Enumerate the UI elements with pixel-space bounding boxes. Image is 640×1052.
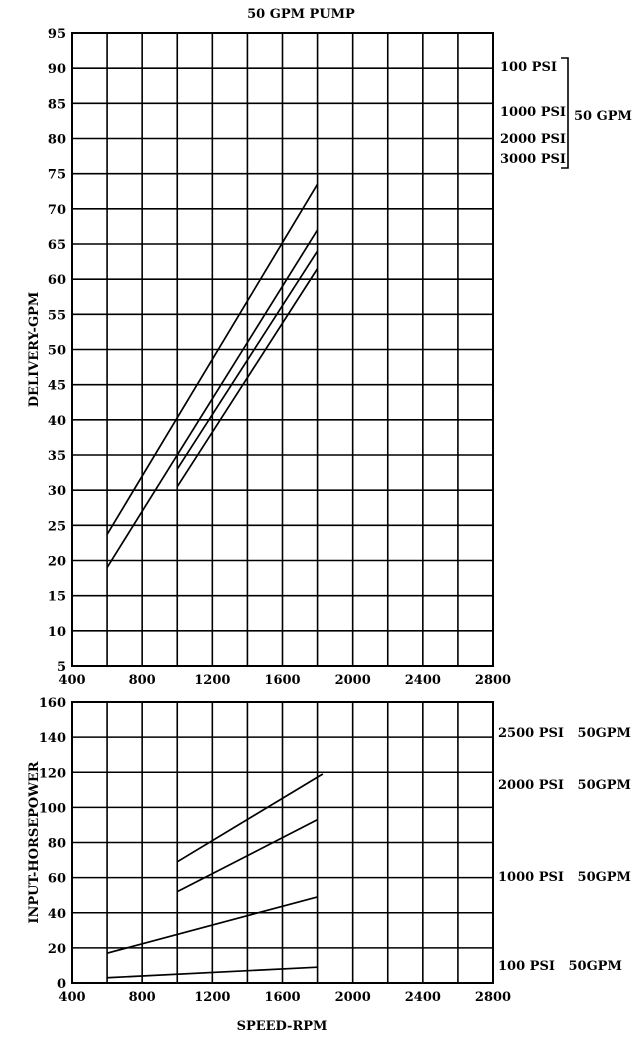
horsepower-x-tick-label: 2800: [475, 990, 511, 1005]
horsepower-y-tick-label: 60: [48, 872, 66, 887]
horsepower-y-tick-label: 0: [57, 977, 66, 992]
delivery-legend-group-label: 50 GPM: [574, 109, 632, 124]
delivery-legend-entry: 3000 PSI: [500, 152, 566, 167]
delivery-x-tick-label: 1600: [264, 673, 300, 688]
horsepower-x-tick-label: 1200: [194, 990, 230, 1005]
delivery-y-tick-label: 45: [48, 379, 66, 394]
delivery-y-tick-label: 65: [48, 238, 66, 253]
delivery-x-tick-label: 1200: [194, 673, 230, 688]
horsepower-series-line: [107, 966, 318, 979]
delivery-y-tick-label: 75: [48, 168, 66, 183]
horsepower-x-tick-label: 400: [58, 990, 85, 1005]
horsepower-x-tick-label: 800: [129, 990, 156, 1005]
delivery-series-line: [106, 183, 319, 535]
delivery-plot-frame: [71, 32, 494, 667]
horsepower-x-tick-label: 2400: [405, 990, 441, 1005]
horsepower-y-tick-label: 20: [48, 942, 66, 957]
delivery-chart: 5 10 15 20 25 30 35 40 45 50 55 60 65 70 75 80 85 90 95 400…: [27, 27, 632, 688]
delivery-x-tick-label: 400: [58, 673, 85, 688]
delivery-series-line: [176, 268, 319, 488]
horsepower-series-line: [176, 773, 324, 863]
horsepower-legend-entry: 2000 PSI 50GPM: [498, 778, 631, 793]
delivery-x-tick-label: 2400: [405, 673, 441, 688]
delivery-series-line: [106, 229, 319, 568]
delivery-y-tick-label: 90: [48, 62, 66, 77]
delivery-y-tick-label: 20: [48, 555, 66, 570]
horsepower-series-line: [176, 818, 318, 893]
delivery-y-axis-label: DELIVERY-GPM: [27, 292, 42, 407]
horsepower-y-tick-label: 160: [39, 696, 66, 711]
delivery-y-tick-label: 70: [48, 203, 66, 218]
horsepower-y-tick-label: 80: [48, 837, 66, 852]
delivery-x-tick-label: 2800: [475, 673, 511, 688]
horsepower-x-axis-label: SPEED-RPM: [237, 1019, 328, 1034]
horsepower-legend-entry: 100 PSI 50GPM: [498, 959, 622, 974]
delivery-y-tick-label: 15: [48, 590, 66, 605]
horsepower-y-tick-label: 100: [39, 801, 66, 816]
delivery-x-tick-label: 800: [129, 673, 156, 688]
delivery-y-tick-label: 35: [48, 449, 66, 464]
delivery-y-tick-label: 95: [48, 27, 66, 42]
horsepower-y-tick-label: 140: [39, 731, 66, 746]
horsepower-y-axis-label: INPUT-HORSEPOWER: [27, 761, 42, 923]
delivery-y-tick-label: 60: [48, 273, 66, 288]
delivery-y-tick-label: 85: [48, 97, 66, 112]
delivery-y-tick-label: 25: [48, 519, 66, 534]
chart-title: 50 GPM PUMP: [247, 7, 355, 22]
horsepower-legend-entry: 2500 PSI 50GPM: [498, 726, 631, 741]
delivery-y-tick-label: 50: [48, 344, 66, 359]
delivery-y-tick-label: 40: [48, 414, 66, 429]
delivery-y-tick-label: 10: [48, 625, 66, 640]
delivery-y-tick-label: 55: [48, 308, 66, 323]
delivery-series-line: [176, 250, 319, 470]
delivery-x-tick-label: 2000: [335, 673, 371, 688]
horsepower-x-tick-label: 2000: [335, 990, 371, 1005]
delivery-legend-entry: 1000 PSI: [500, 105, 566, 120]
legend-bracket: [561, 57, 569, 169]
horsepower-series-line: [106, 896, 318, 954]
horsepower-y-tick-label: 120: [39, 766, 66, 781]
horsepower-x-tick-label: 1600: [264, 990, 300, 1005]
horsepower-chart: 0 20 40 60 80 100 120 140 160 400 800 1200 1600 2000 2…: [27, 696, 631, 1034]
delivery-legend-entry: 2000 PSI: [500, 132, 566, 147]
horsepower-y-tick-label: 40: [48, 907, 66, 922]
delivery-y-tick-label: 5: [57, 660, 66, 675]
delivery-legend-entry: 100 PSI: [500, 60, 557, 75]
horsepower-plot-frame: [71, 701, 494, 984]
horsepower-legend-entry: 1000 PSI 50GPM: [498, 870, 631, 885]
delivery-y-tick-label: 80: [48, 133, 66, 148]
delivery-y-tick-label: 30: [48, 484, 66, 499]
